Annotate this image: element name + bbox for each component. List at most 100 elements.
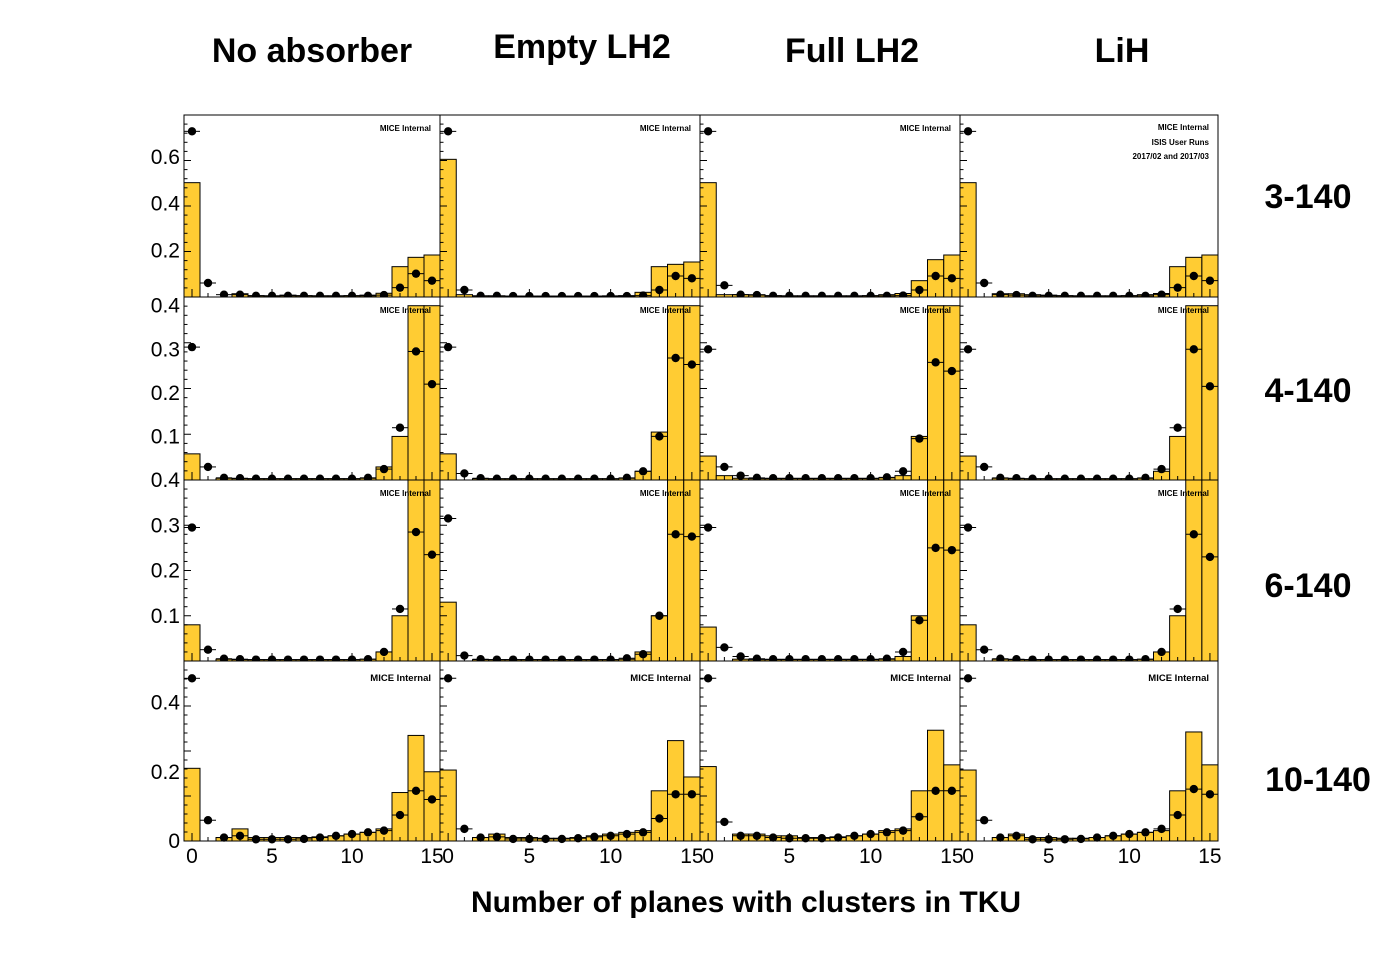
histogram-bar [391,435,409,481]
data-point [703,345,713,354]
x-tick-label: 0 [962,845,974,868]
y-tick-label: 0.2 [151,382,180,405]
row-header-4-140: 4-140 [1265,372,1352,410]
data-point [931,543,940,553]
x-tick-label: 10 [599,845,622,868]
panel-6-140-no-absorber: 0.1 0.2 0.3 0.4 MICE Internal [151,469,441,664]
data-point [1205,382,1215,391]
y-tick-label: 0.1 [151,605,180,628]
x-tick-label: 10 [1118,845,1141,868]
histogram-bar [943,764,961,842]
panel-10-140-empty-lh2: 0 5 10 15 MICE Internal [439,660,704,868]
data-point [638,467,648,476]
data-point [687,532,697,541]
data-point [187,127,197,136]
mice-internal-label: MICE Internal [630,673,691,684]
histogram-bar [1169,266,1187,298]
data-point [655,285,664,295]
y-tick-label: 0.3 [151,514,180,537]
x-tick-label: 5 [1043,845,1055,868]
x-tick-label: 15 [1198,845,1221,868]
histogram-bar [423,479,441,662]
x-tick-label: 5 [784,845,796,868]
x-tick-label: 10 [340,845,363,868]
histogram-bar [927,479,945,662]
histogram-bar [959,182,977,298]
data-point [736,831,745,841]
histogram-bar [1185,305,1203,481]
x-tick-label: 15 [420,845,443,868]
histogram-bar [683,305,701,481]
histogram-bar [1169,615,1187,662]
x-ticks [700,479,953,662]
data-point [492,832,502,842]
histogram-bar [667,479,685,662]
panel-6-140-full-lh2: MICE Internal [699,479,961,664]
data-point [395,283,405,292]
x-ticks [184,479,433,662]
x-ticks [184,660,433,842]
data-point [1189,530,1199,539]
data-point [203,462,213,472]
data-point [898,826,908,835]
panel-4-140-empty-lh2: MICE Internal [439,296,701,483]
x-tick-label: 5 [524,845,536,868]
run-period-label: 2017/02 and 2017/03 [1132,152,1209,161]
histogram-bar [439,769,457,842]
mice-internal-label: MICE Internal [640,306,691,315]
data-point [1173,283,1182,292]
data-point [931,786,940,796]
x-ticks [440,660,693,842]
data-point [947,366,957,376]
data-point [395,604,405,614]
data-point [671,530,680,539]
data-point [931,271,940,281]
data-point [736,471,745,480]
data-point [443,127,453,136]
data-point [947,786,957,796]
histogram-bar [423,305,441,481]
data-point [379,464,389,474]
histogram-bars [439,479,701,662]
mice-internal-label: MICE Internal [380,124,431,133]
data-point [379,826,389,835]
x-ticks [700,660,953,842]
data-point [411,786,421,796]
histogram-bar [1201,764,1219,842]
data-point [720,281,729,290]
mice-internal-label: MICE Internal [1158,123,1209,132]
data-point [331,831,341,841]
x-tick-label: 0 [186,845,198,868]
data-point [187,523,197,532]
panel-6-140-lih: MICE Internal [959,479,1219,664]
data-point [703,127,713,136]
panel-3-140-no-absorber: 0.2 0.4 0.6 MICE Internal [151,114,441,301]
x-tick-label: 15 [940,845,963,868]
x-ticks [700,114,953,298]
column-header-empty-lh2: Empty LH2 [493,28,671,66]
y-tick-label: 0.1 [151,425,180,448]
data-point [671,353,680,363]
data-point [1173,810,1182,820]
histogram-bar [959,769,977,842]
data-point [427,276,437,285]
data-point [979,278,989,288]
panel-10-140-full-lh2: 0 5 10 15 MICE Internal [699,660,964,868]
histogram-bar [699,182,717,298]
data-point [687,360,697,369]
data-point [1141,828,1150,837]
data-point [460,285,469,295]
data-point [411,347,421,356]
panel-3-140-empty-lh2: MICE Internal [439,114,701,301]
x-tick-label: 15 [680,845,703,868]
data-point [703,523,713,532]
data-point [1173,604,1182,614]
data-point [1189,345,1199,354]
histogram-bar [683,776,701,842]
histogram-bar [391,615,409,662]
data-point [915,616,924,625]
data-point [363,828,373,837]
data-point [638,650,648,659]
data-point [703,674,713,683]
